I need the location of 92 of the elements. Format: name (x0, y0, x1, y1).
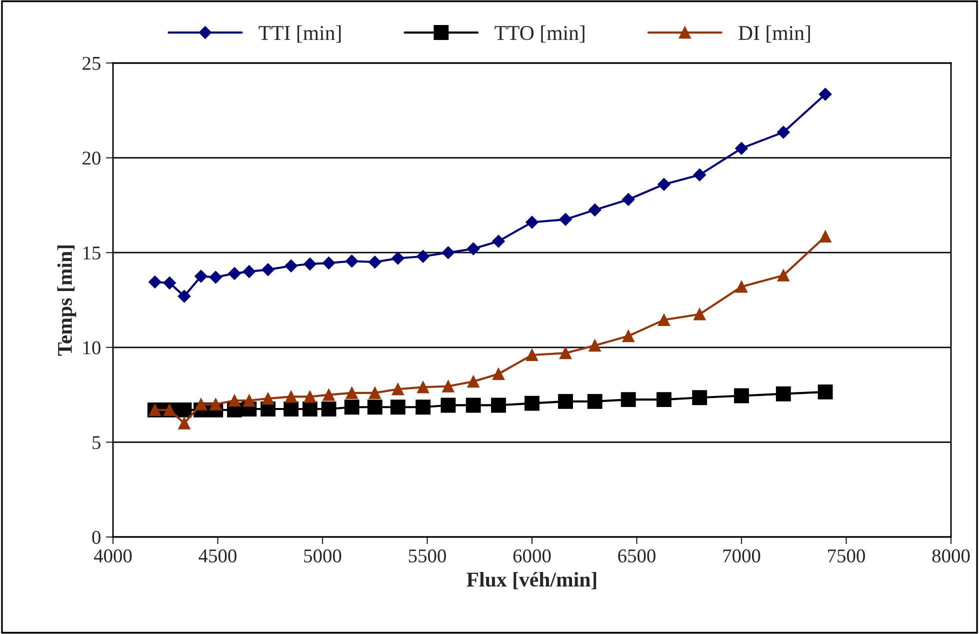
point (344, 400, 360, 415)
point (322, 388, 335, 401)
point (178, 290, 191, 303)
point (194, 270, 208, 283)
point (735, 280, 748, 293)
y-tick-label: 5 (92, 436, 100, 450)
point (658, 314, 670, 326)
point (416, 381, 430, 394)
point (587, 394, 602, 409)
point (262, 263, 274, 276)
point (367, 400, 382, 415)
point (588, 339, 601, 352)
legend-label: TTI [min] (258, 25, 341, 43)
point (416, 250, 430, 263)
point (588, 204, 602, 216)
point (442, 246, 455, 260)
point (285, 390, 298, 403)
point (467, 375, 480, 388)
point (163, 276, 176, 290)
point (693, 168, 706, 182)
point (416, 400, 431, 415)
point (368, 386, 381, 399)
x-tick-label: 4500 (198, 549, 236, 562)
point (304, 258, 316, 270)
point (734, 388, 749, 404)
point (322, 256, 336, 270)
point (148, 276, 162, 288)
point (243, 394, 256, 407)
point (178, 417, 190, 430)
point (262, 392, 274, 405)
y-tick-label: 25 (82, 56, 100, 70)
y-tick-label: 0 (92, 530, 100, 544)
point (622, 330, 634, 342)
point (526, 348, 538, 362)
y-axis-title: Temps [min] (57, 245, 76, 356)
x-tick-label: 5000 (304, 549, 342, 562)
x-tick-label: 8000 (932, 549, 970, 562)
x-tick-label: 7500 (828, 549, 865, 562)
point (492, 234, 505, 248)
point (368, 256, 382, 268)
point (776, 386, 791, 402)
point (818, 384, 833, 400)
point (321, 402, 336, 416)
point (694, 308, 706, 320)
point (390, 400, 406, 415)
point (209, 270, 222, 284)
point (440, 398, 456, 413)
point (176, 402, 192, 418)
point (392, 383, 404, 396)
x-axis-title: Flux [véh/min] (466, 572, 596, 590)
point (692, 390, 708, 406)
x-tick-label: 7000 (723, 549, 760, 562)
x-tick-label: 6000 (513, 549, 551, 562)
point (818, 88, 832, 101)
point (302, 402, 318, 416)
point (622, 193, 635, 206)
y-tick-label: 10 (83, 341, 100, 354)
point (819, 230, 832, 243)
y-tick-label: 20 (82, 152, 100, 165)
point (442, 380, 454, 392)
point (284, 402, 299, 416)
point (777, 269, 790, 282)
point (658, 178, 670, 191)
point (526, 216, 538, 229)
point (492, 368, 505, 380)
point (210, 398, 222, 410)
point (345, 254, 358, 268)
legend-label: DI [min] (738, 25, 810, 43)
point (559, 213, 572, 226)
point (346, 386, 358, 399)
point (466, 398, 481, 413)
point (284, 259, 298, 272)
x-tick-label: 6500 (618, 549, 656, 562)
point (228, 267, 241, 280)
point (466, 242, 480, 256)
point (392, 252, 404, 265)
point (242, 265, 256, 278)
point (558, 394, 573, 409)
x-tick-label: 4000 (94, 549, 132, 562)
point (620, 392, 636, 408)
point (228, 394, 241, 407)
point (194, 398, 208, 410)
point (735, 142, 748, 155)
point (559, 347, 572, 360)
point (304, 390, 316, 403)
legend-label: TTO [min] (494, 25, 584, 43)
x-tick-label: 5500 (408, 549, 446, 562)
point (491, 398, 506, 413)
point (524, 396, 540, 411)
y-tick-label: 15 (83, 246, 100, 260)
point (776, 126, 790, 139)
point (656, 392, 672, 408)
